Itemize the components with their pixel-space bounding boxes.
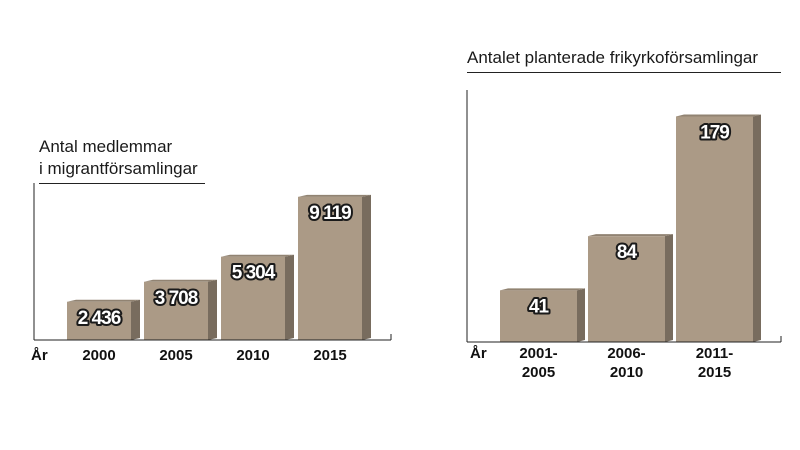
x-tick-label: 2005 — [159, 347, 192, 364]
bar-side-face — [285, 254, 294, 340]
chart2-title: Antalet planterade frikyrkoförsamlingar — [467, 48, 759, 67]
bar-top-face — [144, 279, 217, 282]
bar-value-label: 41 — [529, 296, 550, 317]
x-tick-label: 2005 — [522, 364, 555, 381]
bar-value-label: 179 — [700, 122, 729, 143]
bar-1 — [500, 288, 585, 342]
bar-front-face — [221, 256, 285, 340]
bar-value-label: 5 304 — [232, 263, 276, 284]
x-tick-label: 2011- — [696, 345, 734, 362]
x-tick-label: 2001- — [519, 345, 557, 362]
bar-top-face — [676, 114, 761, 117]
bar-front-face — [144, 281, 208, 340]
bar-front-face — [500, 290, 577, 342]
bar-value-label: 84 — [617, 242, 638, 263]
x-tick-label: 2010 — [236, 347, 269, 364]
bar-top-face — [67, 299, 140, 302]
bar-front-face — [67, 301, 131, 340]
bar-2 — [588, 234, 673, 342]
bar-top-face — [588, 234, 673, 237]
chart1-title-line2: i migrantförsamlingar — [39, 159, 198, 178]
bar-side-face — [208, 279, 217, 340]
bar-side-face — [753, 114, 761, 343]
chart-2: 41 84 179 År 2001- 2005 2006- 2010 2011- 2015 — [466, 90, 782, 381]
bar-top-face — [221, 254, 294, 257]
bar-side-face — [131, 299, 140, 340]
x-tick-label: 2000 — [82, 347, 115, 364]
bar-4 — [298, 194, 371, 340]
chart2-title-underline — [467, 72, 781, 73]
bar-3 — [676, 114, 761, 343]
bar-2 — [144, 279, 217, 340]
bar-side-face — [362, 194, 371, 340]
x-axis-label: År — [470, 345, 487, 362]
bar-front-face — [676, 116, 753, 343]
bar-3 — [221, 254, 294, 340]
bar-front-face — [298, 196, 362, 340]
x-tick-label: 2015 — [313, 347, 346, 364]
bar-value-label: 3 708 — [155, 288, 198, 309]
bar-side-face — [665, 234, 673, 342]
chart1-title-line1: Antal medlemmar — [39, 137, 173, 156]
bar-1 — [67, 299, 140, 340]
chart-1: 2 436 3 708 5 304 9 119 År 2000 2005 2010 2015 — [31, 183, 392, 364]
x-tick-label: 2006- — [607, 345, 645, 362]
bar-value-label: 2 436 — [78, 308, 121, 329]
bar-front-face — [588, 236, 665, 342]
bar-value-label: 9 119 — [309, 203, 351, 224]
x-tick-label: 2015 — [698, 364, 731, 381]
chart1-title-underline — [39, 183, 205, 184]
x-tick-label: 2010 — [610, 364, 643, 381]
x-axis-label: År — [31, 347, 48, 364]
bar-top-face — [298, 194, 371, 197]
bar-top-face — [500, 288, 585, 291]
bar-side-face — [577, 288, 585, 342]
